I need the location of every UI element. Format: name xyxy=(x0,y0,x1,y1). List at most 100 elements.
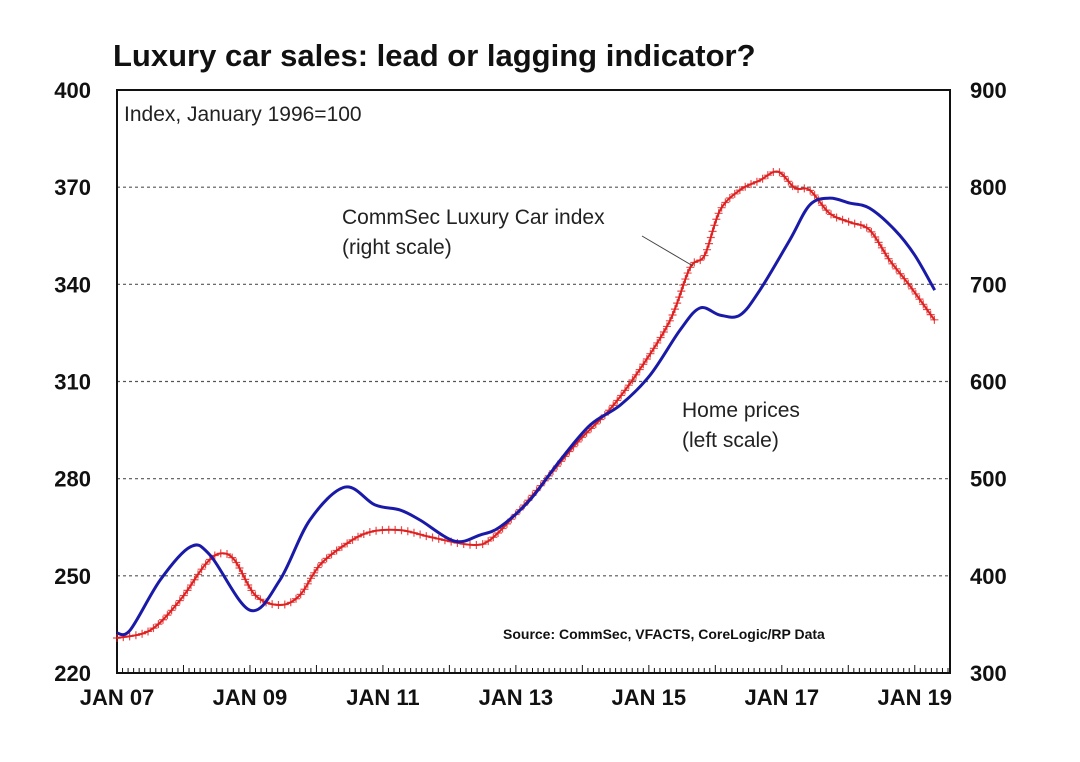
plus-marker xyxy=(741,182,750,191)
plus-marker xyxy=(915,295,924,304)
right-axis-tick-label: 900 xyxy=(970,78,1007,103)
plus-marker xyxy=(247,586,256,595)
plus-marker xyxy=(710,221,719,230)
plus-marker xyxy=(896,269,905,278)
plus-marker xyxy=(904,279,913,288)
plus-marker xyxy=(149,624,158,633)
plus-marker xyxy=(788,182,797,191)
plus-marker xyxy=(428,533,437,542)
right-axis-tick-label: 700 xyxy=(970,272,1007,297)
plus-marker xyxy=(167,606,176,615)
plus-marker xyxy=(838,215,847,224)
plus-marker xyxy=(892,264,901,273)
plus-marker xyxy=(794,185,803,194)
x-axis-tick-label: JAN 17 xyxy=(745,685,820,710)
x-axis-tick-label: JAN 15 xyxy=(612,685,687,710)
plus-marker xyxy=(306,574,315,583)
x-axis-tick-label: JAN 13 xyxy=(479,685,554,710)
plus-marker xyxy=(703,245,712,254)
plus-marker xyxy=(735,186,744,195)
plus-marker xyxy=(327,550,336,559)
plus-marker xyxy=(131,631,140,640)
plus-marker xyxy=(138,629,147,638)
gridlines xyxy=(117,186,950,577)
plus-marker xyxy=(677,287,686,296)
plus-marker xyxy=(649,344,658,353)
plus-marker xyxy=(617,391,626,400)
luxury-car-label-line1: CommSec Luxury Car index xyxy=(342,206,605,229)
plus-marker xyxy=(300,585,309,594)
plus-marker xyxy=(187,581,196,590)
plus-marker xyxy=(125,632,134,641)
plus-marker xyxy=(822,206,831,215)
plus-marker xyxy=(721,198,730,207)
plus-marker xyxy=(679,281,688,290)
plus-marker xyxy=(609,401,618,410)
plus-marker xyxy=(862,223,871,232)
luxury-car-label-pointer xyxy=(641,235,694,267)
plus-marker xyxy=(256,595,265,604)
plus-marker xyxy=(332,546,341,555)
plus-marker xyxy=(844,217,853,226)
plus-marker xyxy=(416,530,425,539)
chart-title: Luxury car sales: lead or lagging indica… xyxy=(113,38,756,73)
plus-marker xyxy=(827,210,836,219)
plus-marker xyxy=(717,203,726,212)
right-axis-tick-label: 500 xyxy=(970,467,1007,492)
plus-marker xyxy=(642,354,651,363)
plus-marker xyxy=(235,563,244,572)
plus-marker xyxy=(354,532,363,541)
plus-marker xyxy=(624,381,633,390)
subtitle: Index, January 1996=100 xyxy=(124,103,362,126)
plus-marker xyxy=(930,315,939,324)
plus-marker xyxy=(683,269,692,278)
plus-marker xyxy=(632,370,641,379)
plus-marker xyxy=(280,600,289,609)
plus-marker xyxy=(818,201,827,210)
right-axis-tick-label: 400 xyxy=(970,564,1007,589)
plus-marker xyxy=(472,541,481,550)
luxury-car-label-line2: (right scale) xyxy=(342,236,452,259)
plus-marker xyxy=(365,528,374,537)
plus-marker xyxy=(489,533,498,542)
plus-marker xyxy=(730,189,739,198)
plus-marker xyxy=(919,300,928,309)
plus-marker xyxy=(183,586,192,595)
plus-marker xyxy=(747,180,756,189)
plus-marker xyxy=(926,310,935,319)
plus-marker xyxy=(228,553,237,562)
plus-marker xyxy=(494,528,503,537)
plus-marker xyxy=(241,575,250,584)
x-axis-tick-label: JAN 19 xyxy=(877,685,952,710)
plus-marker xyxy=(171,601,180,610)
plus-marker xyxy=(696,256,705,265)
plus-marker xyxy=(154,620,163,629)
plus-marker xyxy=(348,535,357,544)
plus-marker xyxy=(704,239,713,248)
plus-marker xyxy=(197,565,206,574)
plus-marker xyxy=(639,360,648,369)
plus-marker xyxy=(800,184,809,193)
plus-marker xyxy=(784,177,793,186)
plus-marker xyxy=(690,258,699,267)
right-axis-tick-label: 600 xyxy=(970,370,1007,395)
plus-marker xyxy=(908,284,917,293)
left-axis-tick-label: 250 xyxy=(54,564,91,589)
home-prices-label-line1: Home prices xyxy=(682,399,800,422)
plus-marker xyxy=(478,540,487,549)
plus-marker xyxy=(714,209,723,218)
plus-marker xyxy=(911,289,920,298)
plus-marker xyxy=(628,376,637,385)
plus-marker xyxy=(877,243,886,252)
plus-marker xyxy=(884,254,893,263)
plus-marker xyxy=(251,591,260,600)
plus-marker xyxy=(662,322,671,331)
plot-frame xyxy=(116,89,951,674)
plus-marker xyxy=(670,305,679,314)
plus-marker xyxy=(286,598,295,607)
plus-marker xyxy=(653,338,662,347)
plus-marker xyxy=(310,568,319,577)
plus-marker xyxy=(268,600,277,609)
plus-marker xyxy=(725,193,734,202)
plus-marker xyxy=(712,215,721,224)
